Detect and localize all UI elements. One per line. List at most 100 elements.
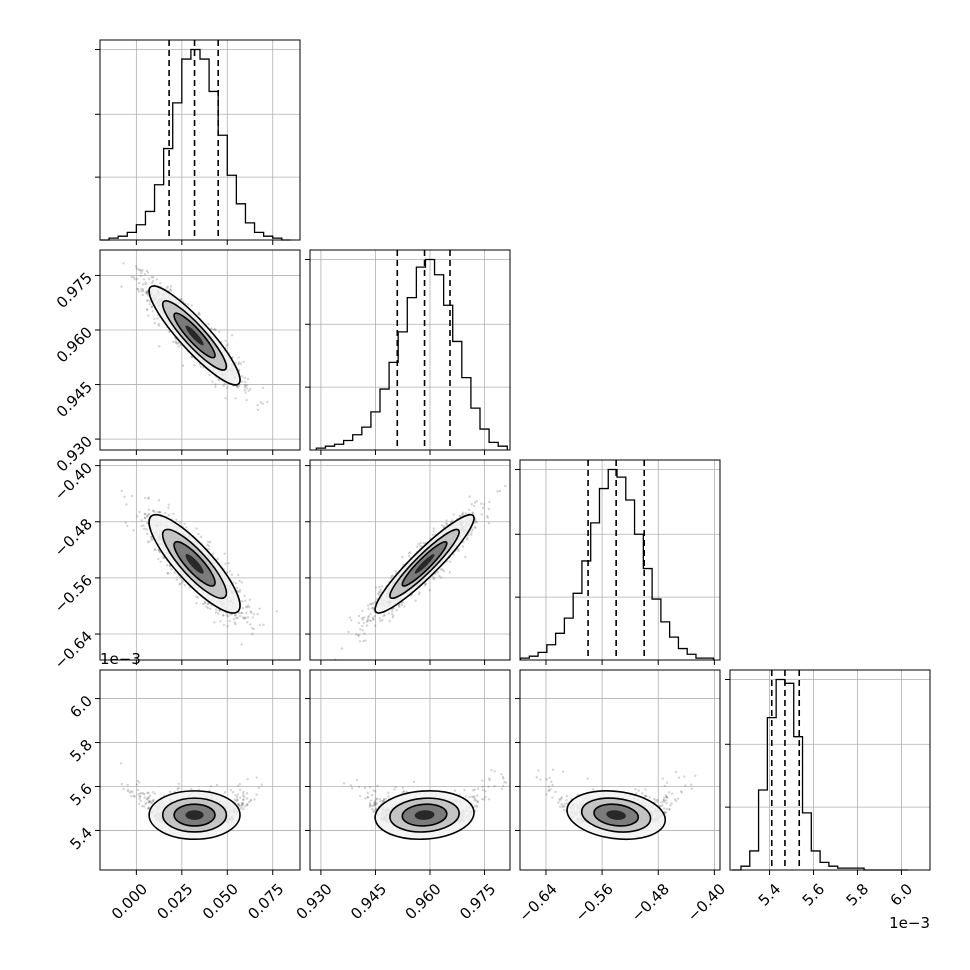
sample-point <box>441 568 444 571</box>
sample-point <box>153 510 156 514</box>
sample-point <box>436 570 439 574</box>
sample-point <box>139 274 142 278</box>
sample-point <box>246 377 250 381</box>
sample-point <box>361 609 364 612</box>
sample-point <box>172 340 175 343</box>
sample-point <box>147 508 150 511</box>
sample-point <box>122 262 125 265</box>
sample-point <box>159 282 162 285</box>
sample-point <box>178 521 182 524</box>
sample-point <box>357 621 361 625</box>
sample-point <box>157 324 161 327</box>
sample-point <box>231 790 235 794</box>
sample-point <box>180 297 183 301</box>
sample-point <box>221 614 225 617</box>
sample-point <box>275 610 279 613</box>
sample-point <box>158 344 161 348</box>
sample-point <box>461 513 465 516</box>
sample-point <box>225 386 229 389</box>
sample-point <box>146 299 149 302</box>
sample-point <box>244 384 247 387</box>
sample-point <box>369 612 372 615</box>
sample-point <box>205 605 208 608</box>
sample-point <box>230 573 234 576</box>
sample-point <box>236 385 239 388</box>
sample-point <box>147 497 150 500</box>
sample-point <box>167 503 170 506</box>
sample-point <box>470 533 473 536</box>
sample-point <box>246 615 250 619</box>
sample-point <box>240 600 244 603</box>
sample-point <box>391 574 394 577</box>
sample-point <box>137 268 140 271</box>
sample-point <box>183 522 186 526</box>
sample-point <box>357 614 361 618</box>
sample-point <box>473 501 477 504</box>
sample-point <box>126 783 129 787</box>
sample-point <box>146 308 149 311</box>
sample-point <box>363 616 366 619</box>
sample-point <box>226 625 229 628</box>
sample-point <box>236 793 240 796</box>
sample-point <box>146 540 150 544</box>
sample-point <box>496 490 499 493</box>
sample-point <box>165 287 168 290</box>
sample-point <box>238 788 242 791</box>
sample-point <box>367 607 370 610</box>
sample-point <box>141 269 144 272</box>
sample-point <box>230 334 234 337</box>
sample-point <box>207 322 210 326</box>
sample-point <box>209 785 213 788</box>
sample-point <box>144 291 147 294</box>
sample-point <box>157 557 160 561</box>
sample-point <box>143 516 147 520</box>
sample-point <box>487 521 491 525</box>
sample-point <box>228 569 232 573</box>
sample-point <box>146 294 150 297</box>
sample-point <box>234 622 237 626</box>
sample-point <box>151 279 155 283</box>
sample-point <box>355 633 358 636</box>
histogram-panel-3 <box>725 669 931 871</box>
sample-point <box>394 569 397 573</box>
sample-point <box>369 602 372 606</box>
sample-point <box>244 599 247 603</box>
sample-point <box>142 524 145 527</box>
sample-point <box>235 586 239 590</box>
sample-point <box>251 632 254 636</box>
sample-point <box>390 612 394 616</box>
sample-point <box>213 328 217 331</box>
sample-point <box>482 506 485 510</box>
sample-point <box>179 582 182 585</box>
sample-point <box>150 306 154 309</box>
sample-point <box>146 271 150 274</box>
sample-point <box>223 552 226 555</box>
sample-point <box>340 647 344 650</box>
sample-point <box>470 531 473 534</box>
sample-point <box>146 791 149 795</box>
sample-point <box>243 594 246 598</box>
sample-point <box>400 603 404 607</box>
sample-point <box>387 612 390 615</box>
sample-point <box>479 502 483 505</box>
sample-point <box>246 621 249 624</box>
sample-point <box>134 264 138 268</box>
sample-point <box>228 619 231 623</box>
sample-point <box>190 304 193 307</box>
sample-point <box>119 762 123 765</box>
sample-point <box>432 527 435 530</box>
sample-point <box>379 590 382 593</box>
sample-point <box>377 593 380 596</box>
sample-point <box>373 615 376 618</box>
sample-point <box>150 281 154 285</box>
sample-point <box>172 512 175 516</box>
sample-point <box>432 530 435 533</box>
sample-point <box>190 787 193 791</box>
sample-point <box>403 605 406 608</box>
sample-point <box>218 330 221 334</box>
histogram-frame <box>729 669 931 871</box>
sample-point <box>169 289 173 292</box>
sample-point <box>227 561 230 565</box>
sample-point <box>366 618 370 621</box>
sample-point <box>419 541 422 545</box>
